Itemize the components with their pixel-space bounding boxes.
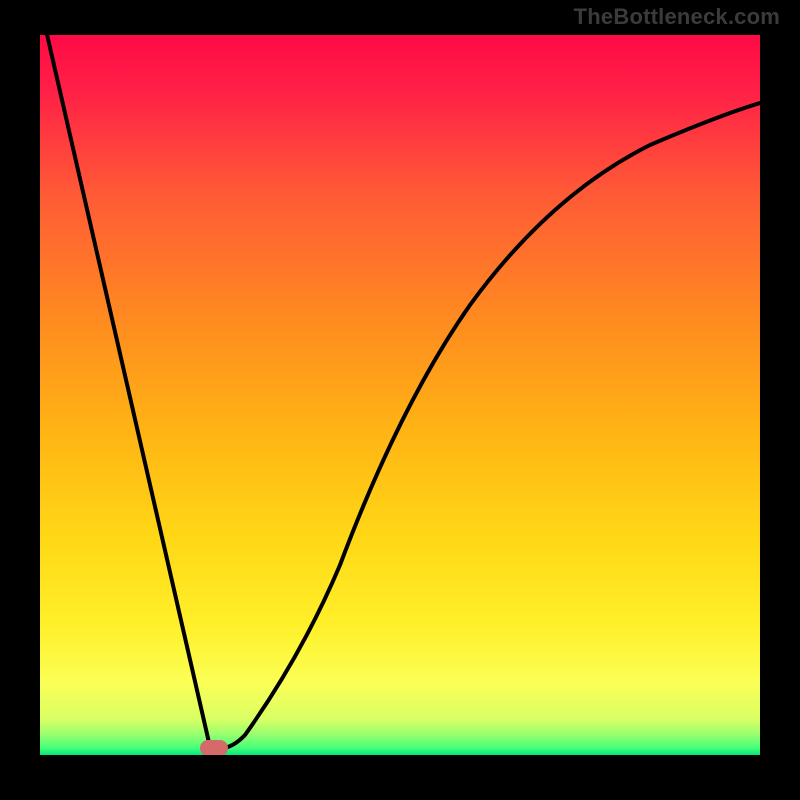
curve-layer [40, 35, 760, 755]
bottleneck-curve [46, 35, 760, 749]
watermark-text: TheBottleneck.com [574, 4, 780, 30]
chart-container: TheBottleneck.com [0, 0, 800, 800]
bottleneck-marker [200, 740, 228, 755]
plot-area [40, 35, 760, 755]
